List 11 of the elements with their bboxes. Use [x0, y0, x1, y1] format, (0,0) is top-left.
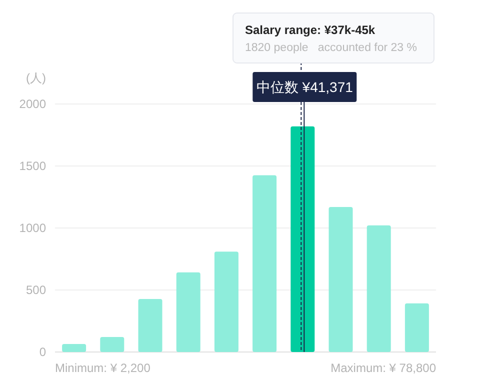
text: Salary range: ¥37k-45k — [245, 23, 376, 37]
text: Minimum: ¥ 2,200 — [55, 361, 151, 375]
y-tick-label: 500 — [26, 283, 46, 297]
text: 1820 people accounted for 23 % — [245, 42, 417, 54]
y-tick-label: 1000 — [19, 221, 46, 235]
y-tick-label: 0 — [39, 345, 46, 359]
text: 中位数 ¥41,371 — [256, 79, 354, 95]
y-tick-label: 1500 — [19, 159, 46, 173]
y-tick-label: 2000 — [19, 97, 46, 111]
text: Maximum: ¥ 78,800 — [330, 361, 436, 375]
y-axis-title: (人) — [26, 71, 46, 85]
